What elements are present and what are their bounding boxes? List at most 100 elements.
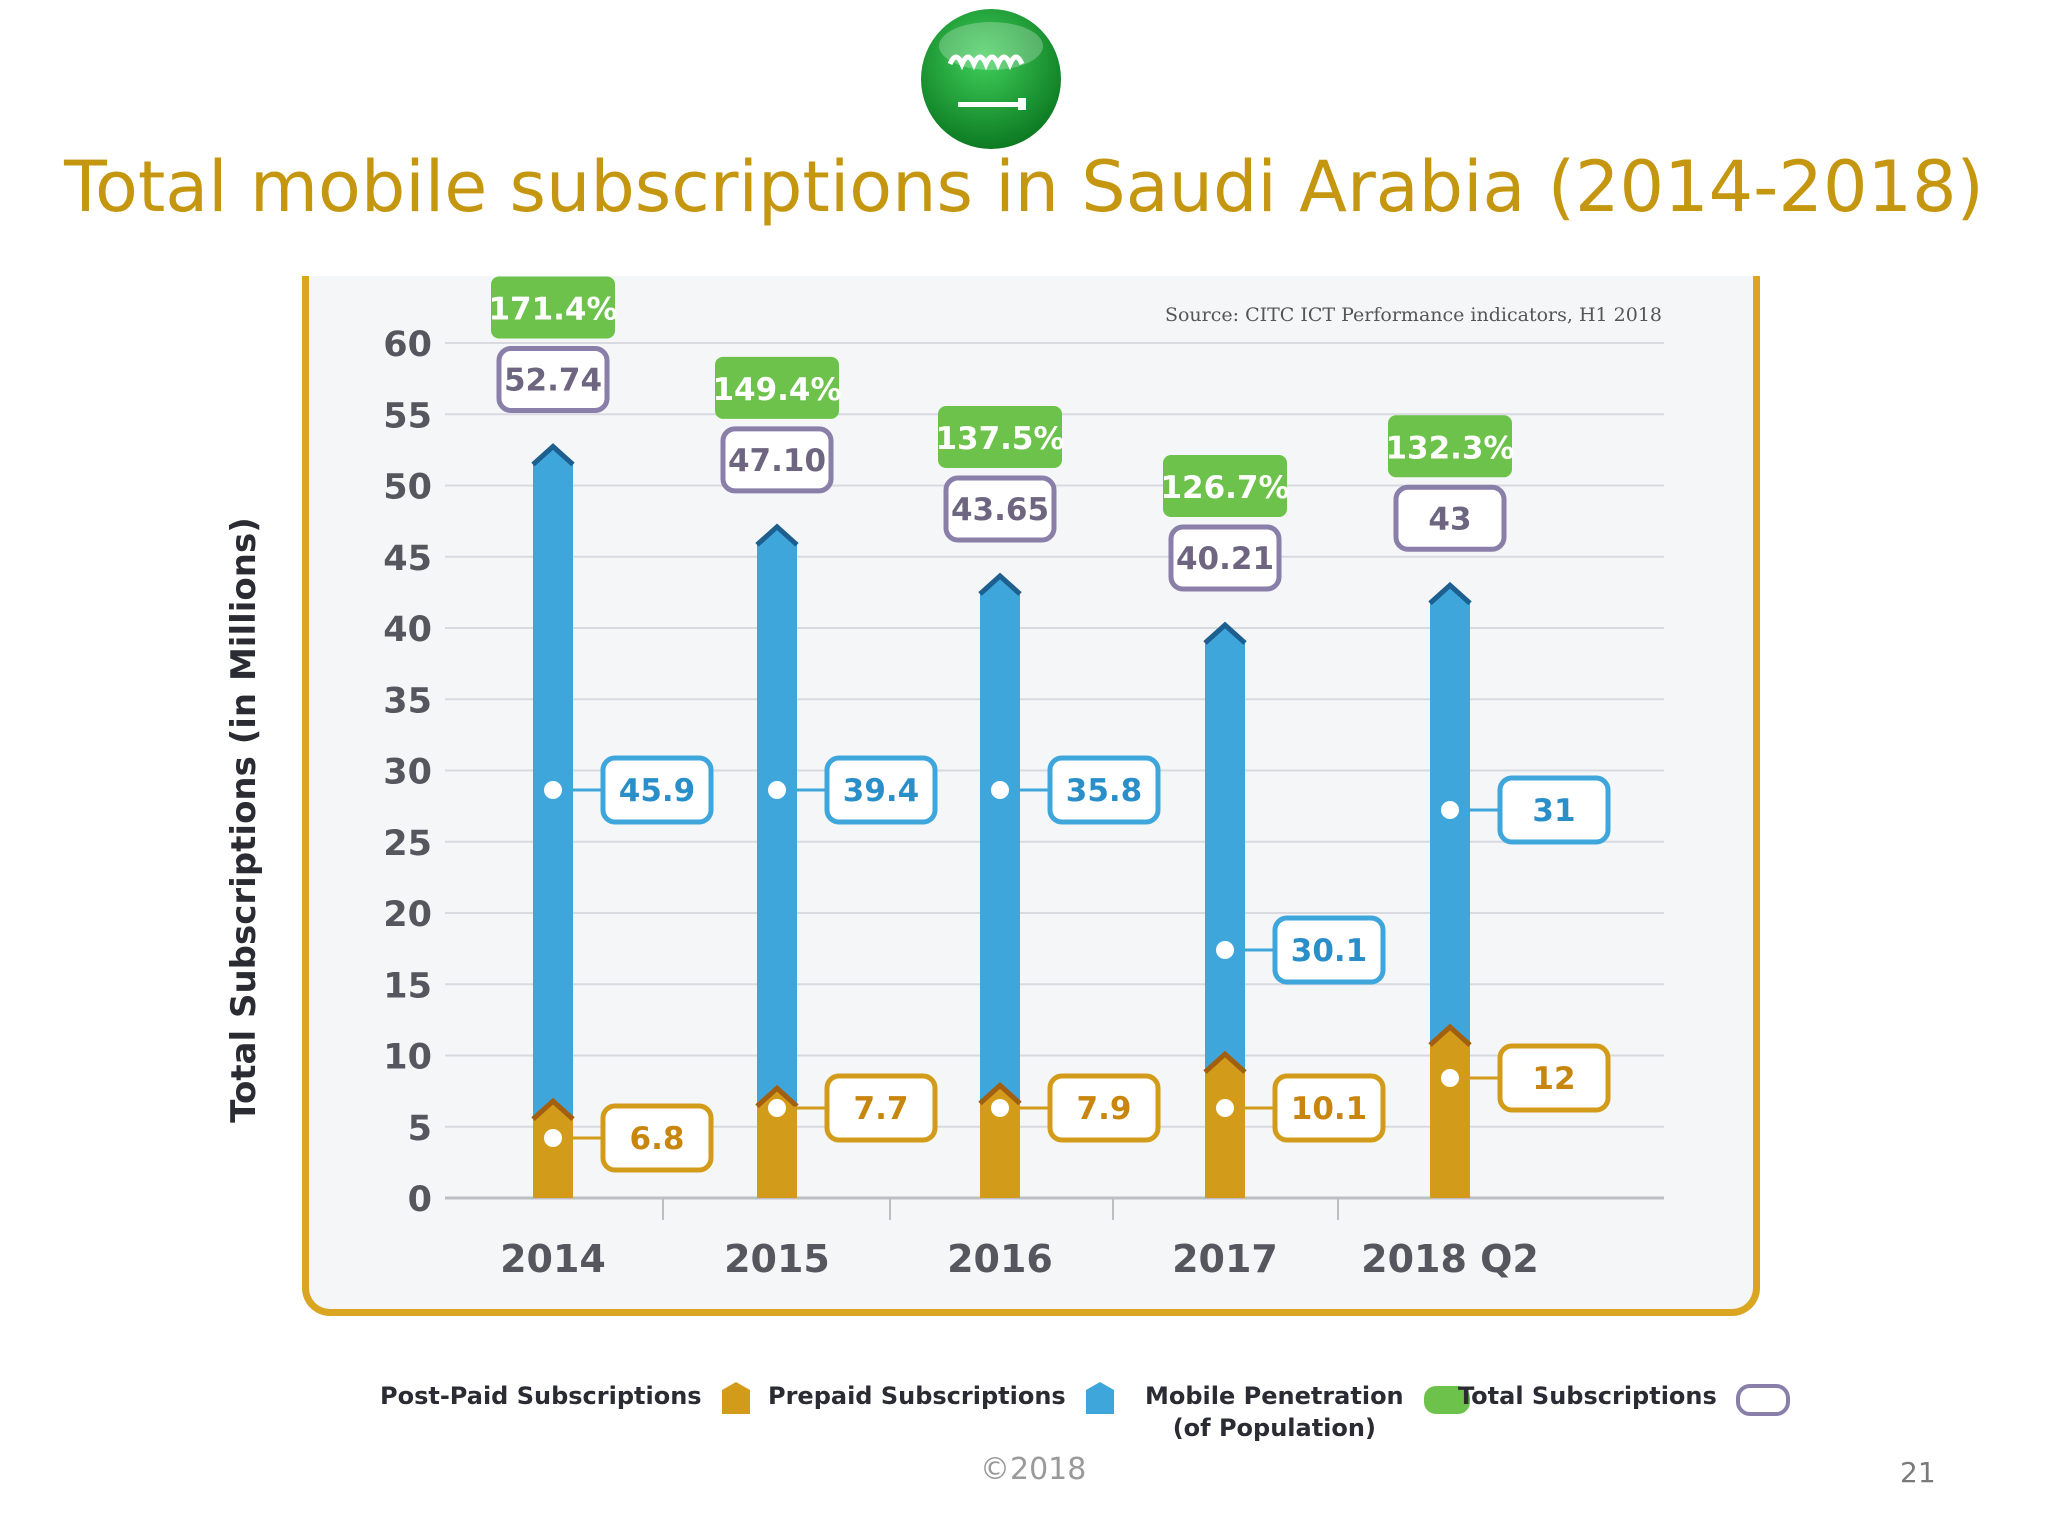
x-tick-label: 2017 xyxy=(1172,1237,1278,1281)
label-total-box xyxy=(1393,484,1507,552)
x-tick-labels: 2014 2015 2016 2017 2018 Q2 xyxy=(500,1237,1539,1281)
label-prepaid: 31 xyxy=(1497,775,1611,845)
label-penetration-text: 132.3% xyxy=(1385,430,1514,466)
postpaid-swatch-icon xyxy=(721,1382,750,1414)
bar-postpaid-3 xyxy=(1205,1054,1245,1198)
label-total-box xyxy=(943,475,1057,543)
label-total-text: 52.74 xyxy=(504,362,602,398)
y-tick-label: 0 xyxy=(408,1180,432,1220)
label-prepaid-text: 30.1 xyxy=(1291,933,1368,969)
label-prepaid-text: 35.8 xyxy=(1066,773,1143,809)
legend-label-penetration: Mobile Penetration (of Population) xyxy=(1145,1380,1404,1444)
legend-label-postpaid: Post-Paid Subscriptions xyxy=(380,1382,702,1410)
legend: Post-Paid Subscriptions Prepaid Subscrip… xyxy=(0,1370,2048,1460)
label-postpaid-text: 10.1 xyxy=(1291,1091,1368,1127)
label-penetration: 149.4% xyxy=(712,356,842,419)
label-total: 52.74 xyxy=(496,345,610,413)
y-tick-label: 35 xyxy=(383,681,432,721)
label-penetration-box xyxy=(938,405,1062,468)
marker-prepaid xyxy=(768,781,786,799)
bar-prepaid-cap-3 xyxy=(1203,621,1247,645)
label-postpaid-box xyxy=(600,1103,714,1173)
label-prepaid-box xyxy=(824,755,938,825)
bar-postpaid-cap-4 xyxy=(1428,1023,1472,1047)
label-prepaid-box xyxy=(600,755,714,825)
prepaid-swatch-icon xyxy=(1085,1382,1114,1414)
label-penetration-box xyxy=(491,276,615,339)
x-tick-label: 2018 Q2 xyxy=(1361,1237,1539,1281)
legend-item-penetration: Mobile Penetration (of Population) xyxy=(1145,1380,1472,1444)
stacked-bar-chart: Source: CITC ICT Performance indicators,… xyxy=(224,276,1664,1281)
saudi-flag-emblem-icon xyxy=(921,9,1061,149)
label-total: 43 xyxy=(1393,484,1507,552)
label-postpaid-box xyxy=(1497,1043,1611,1113)
label-penetration-box xyxy=(715,356,839,419)
marker-postpaid xyxy=(544,1129,562,1147)
legend-item-total: Total Subscriptions xyxy=(1458,1380,1791,1416)
bar-postpaid-cap-3 xyxy=(1203,1050,1247,1074)
marker-prepaid xyxy=(544,781,562,799)
y-tick-label: 20 xyxy=(383,895,432,935)
label-prepaid-text: 31 xyxy=(1532,793,1575,829)
label-postpaid-text: 12 xyxy=(1532,1061,1575,1097)
page-title: Total mobile subscriptions in Saudi Arab… xyxy=(64,146,1984,228)
bar-prepaid-3 xyxy=(1205,625,1245,1198)
label-postpaid-text: 6.8 xyxy=(630,1121,685,1157)
legend-label-penetration-line1: Mobile Penetration xyxy=(1145,1382,1404,1410)
label-penetration: 132.3% xyxy=(1385,415,1515,478)
y-tick-label: 15 xyxy=(383,966,432,1006)
label-prepaid: 35.8 xyxy=(1047,755,1161,825)
marker-postpaid xyxy=(768,1099,786,1117)
label-penetration: 137.5% xyxy=(935,405,1065,468)
bar-postpaid-cap-1 xyxy=(755,1084,799,1109)
label-prepaid-text: 39.4 xyxy=(843,773,920,809)
x-tick-label: 2016 xyxy=(947,1237,1053,1281)
marker-prepaid xyxy=(1441,801,1459,819)
marker-prepaid xyxy=(1216,941,1234,959)
label-prepaid-box xyxy=(1497,775,1611,845)
label-penetration-text: 149.4% xyxy=(712,372,841,408)
label-prepaid-box xyxy=(1047,755,1161,825)
label-postpaid-box xyxy=(1272,1073,1386,1143)
label-total-text: 43.65 xyxy=(951,492,1049,528)
bar-postpaid-1 xyxy=(757,1088,797,1198)
bar-prepaid-2 xyxy=(980,575,1020,1198)
label-total-text: 43 xyxy=(1428,501,1471,537)
label-postpaid: 6.8 xyxy=(600,1103,714,1173)
y-tick-label: 40 xyxy=(383,610,432,650)
label-penetration: 126.7% xyxy=(1160,455,1290,518)
total-swatch-icon xyxy=(1735,1384,1790,1416)
y-tick-label: 45 xyxy=(383,539,432,579)
legend-item-prepaid: Prepaid Subscriptions xyxy=(768,1380,1116,1416)
label-postpaid: 7.9 xyxy=(1047,1073,1161,1143)
y-tick-label: 10 xyxy=(383,1038,432,1078)
label-total: 47.10 xyxy=(720,426,834,494)
marker-prepaid xyxy=(991,781,1009,799)
penetration-swatch-icon xyxy=(1423,1386,1470,1414)
legend-label-total: Total Subscriptions xyxy=(1458,1382,1717,1410)
label-total-box xyxy=(1168,524,1282,592)
label-prepaid: 39.4 xyxy=(824,755,938,825)
bar-postpaid-0 xyxy=(533,1101,573,1198)
legend-label-penetration-line2: (of Population) xyxy=(1172,1414,1376,1442)
page-number: 21 xyxy=(1900,1456,1936,1489)
label-postpaid-box xyxy=(824,1073,938,1143)
legend-item-postpaid: Post-Paid Subscriptions xyxy=(380,1380,752,1416)
bar-prepaid-1 xyxy=(757,526,797,1198)
bar-prepaid-cap-0 xyxy=(531,443,575,467)
label-postpaid: 12 xyxy=(1497,1043,1611,1113)
marker-postpaid xyxy=(1441,1069,1459,1087)
label-prepaid-box xyxy=(1272,915,1386,985)
label-postpaid-text: 7.7 xyxy=(854,1091,909,1127)
x-tick-label: 2015 xyxy=(724,1237,830,1281)
bars xyxy=(531,443,1472,1199)
label-penetration-text: 126.7% xyxy=(1160,470,1289,506)
label-total-box xyxy=(496,345,610,413)
y-tick-labels: 0 5 10 15 20 25 30 35 40 45 50 55 60 xyxy=(383,325,432,1220)
bar-postpaid-cap-0 xyxy=(531,1097,575,1121)
bar-postpaid-cap-2 xyxy=(978,1082,1022,1106)
y-tick-label: 50 xyxy=(383,468,432,508)
label-total-text: 40.21 xyxy=(1176,541,1274,577)
bar-prepaid-cap-2 xyxy=(978,572,1022,596)
label-postpaid: 7.7 xyxy=(824,1073,938,1143)
